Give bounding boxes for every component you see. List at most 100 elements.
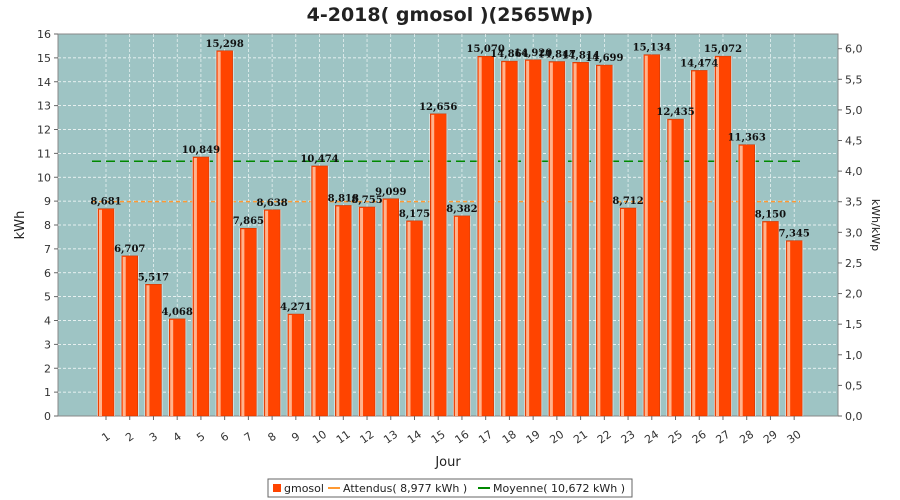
x-tick-label: 10 — [310, 428, 329, 447]
legend: gmosol Attendus( 8,977 kWh ) Moyenne( 10… — [267, 478, 633, 498]
data-label: 9,099 — [375, 187, 406, 198]
data-label: 15,072 — [704, 44, 742, 55]
x-tick-label: 29 — [761, 428, 780, 447]
x-tick-label: 28 — [737, 428, 756, 447]
x-tick-label: 3 — [147, 430, 160, 445]
bar-highlight — [407, 221, 411, 416]
bar-highlight — [787, 241, 791, 416]
bar-highlight — [454, 216, 458, 416]
data-label: 14,847 — [538, 50, 576, 61]
y-tick-label: 11 — [37, 147, 51, 160]
y2-axis-label: kWh/kWp — [869, 199, 882, 251]
y-tick-label: 8 — [44, 219, 51, 232]
bar-highlight — [668, 120, 672, 416]
bar-highlight — [241, 229, 245, 416]
y2-tick-label: 5,5 — [845, 73, 863, 86]
data-label: 14,864 — [490, 49, 528, 60]
y-tick-label: 7 — [44, 243, 51, 256]
y-tick-label: 12 — [37, 124, 51, 137]
x-tick-label: 19 — [524, 428, 543, 447]
y-tick-label: 1 — [44, 386, 51, 399]
data-label: 15,298 — [206, 39, 244, 50]
data-label: 10,474 — [300, 154, 338, 165]
x-tick-label: 15 — [429, 428, 448, 447]
bar-highlight — [170, 319, 174, 416]
y2-tick-label: 0,0 — [845, 410, 863, 423]
x-tick-label: 14 — [405, 428, 424, 447]
y-tick-label: 6 — [44, 267, 51, 280]
x-tick-label: 22 — [595, 428, 614, 447]
y2-tick-label: 2,5 — [845, 257, 863, 270]
bar-highlight — [122, 256, 126, 416]
x-tick-label: 25 — [666, 428, 685, 447]
x-tick-label: 11 — [334, 428, 353, 447]
bar-highlight — [146, 285, 150, 416]
data-label: 7,865 — [233, 216, 264, 227]
data-label: 12,656 — [419, 102, 457, 113]
bar-highlight — [360, 207, 364, 416]
bar-highlight — [763, 222, 767, 416]
y-tick-label: 2 — [44, 362, 51, 375]
legend-entry-attendus: Attendus( 8,977 kWh ) — [343, 482, 467, 495]
bar-highlight — [217, 51, 221, 416]
bar-highlight — [478, 57, 482, 417]
bar-highlight — [193, 157, 197, 417]
x-tick-label: 4 — [171, 430, 184, 445]
bar-highlight — [431, 114, 435, 416]
data-label: 8,818 — [328, 193, 359, 204]
bar-highlight — [692, 71, 696, 416]
y2-tick-label: 6,0 — [845, 43, 863, 56]
data-label: 4,271 — [280, 302, 311, 313]
y-tick-label: 13 — [37, 100, 51, 113]
y2-tick-label: 1,5 — [845, 318, 863, 331]
bar-highlight — [597, 66, 601, 417]
data-labels: 8,681 6,707 5,517 4,068 10,849 15,298 7,865 8,6… — [90, 39, 810, 318]
x-tick-label: 30 — [785, 428, 804, 447]
data-label: 8,712 — [612, 196, 643, 207]
data-label: 11,363 — [728, 133, 766, 144]
x-tick-label: 27 — [714, 428, 733, 447]
x-tick-label: 17 — [476, 428, 495, 447]
data-label: 8,175 — [399, 209, 430, 220]
data-label: 14,699 — [585, 53, 623, 64]
x-tick-label: 18 — [500, 428, 519, 447]
x-tick-label: 9 — [289, 430, 302, 445]
x-axis-ticks: 1 2 3 4 5 6 7 8 9 10 11 12 13 14 15 16 17 18 19 20 21 22 23 24 2… — [99, 416, 804, 447]
bar-highlight — [312, 166, 316, 416]
chart-title: 4-2018( gmosol )(2565Wp) — [307, 4, 594, 26]
data-label: 7,345 — [779, 229, 810, 240]
x-tick-label: 26 — [690, 428, 709, 447]
x-tick-label: 5 — [194, 430, 207, 445]
y-tick-label: 16 — [37, 28, 51, 41]
bar-highlight — [715, 57, 719, 416]
x-tick-label: 2 — [123, 430, 136, 445]
legend-swatch-gmosol — [273, 484, 281, 492]
y-tick-label: 14 — [37, 76, 51, 89]
bar-highlight — [99, 209, 102, 416]
y-axis-label: kWh — [13, 211, 28, 240]
legend-entry-gmosol: gmosol — [284, 482, 324, 495]
y2-tick-label: 4,5 — [845, 135, 863, 148]
bar-highlight — [288, 315, 292, 416]
data-label: 8,638 — [256, 198, 287, 209]
y2-tick-label: 3,0 — [845, 226, 863, 239]
data-label: 4,068 — [162, 307, 193, 318]
y2-tick-label: 5,0 — [845, 104, 863, 117]
x-tick-label: 13 — [381, 428, 400, 447]
x-tick-label: 24 — [642, 428, 661, 447]
data-label: 14,814 — [561, 50, 599, 61]
data-label: 15,134 — [633, 43, 671, 54]
x-tick-label: 12 — [358, 428, 377, 447]
y-tick-label: 9 — [44, 195, 51, 208]
x-tick-label: 1 — [99, 430, 112, 445]
bar-highlight — [383, 199, 387, 416]
data-label: 14,920 — [514, 48, 552, 59]
bar-highlight — [502, 62, 506, 416]
bar-highlight — [549, 62, 553, 417]
bar-highlight — [336, 206, 340, 416]
bar-highlight — [573, 63, 577, 417]
y2-tick-label: 2,0 — [845, 288, 863, 301]
bar-highlight — [526, 60, 530, 416]
data-label: 10,849 — [182, 145, 220, 156]
